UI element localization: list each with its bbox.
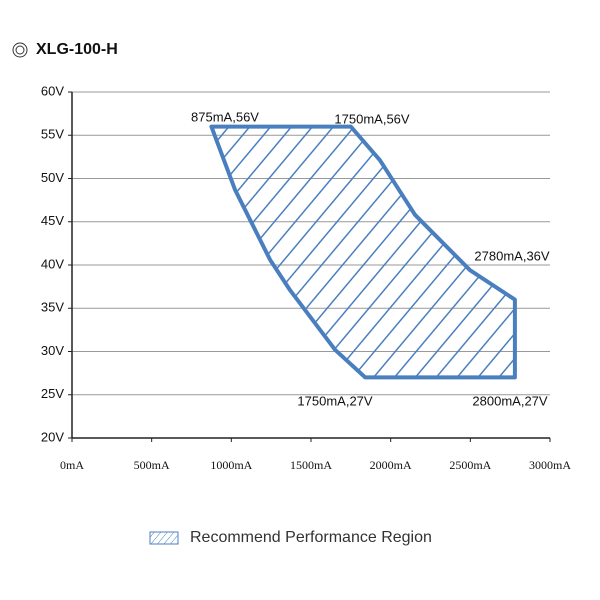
title-icon-inner: [15, 45, 25, 55]
y-tick-label: 40V: [41, 256, 64, 271]
x-tick-label: 1000mA: [210, 458, 252, 472]
x-tick-label: 0mA: [60, 458, 84, 472]
chart-title: XLG-100-H: [36, 41, 118, 58]
annotation: 1750mA,27V: [297, 393, 372, 408]
legend-swatch: [149, 531, 179, 545]
y-tick-label: 55V: [41, 127, 64, 142]
x-tick-label: 1500mA: [290, 458, 332, 472]
title-icon: [12, 42, 28, 58]
x-tick-label: 2000mA: [370, 458, 412, 472]
y-tick-label: 35V: [41, 300, 64, 315]
y-tick-label: 30V: [41, 343, 64, 358]
legend-label: Recommend Performance Region: [190, 529, 432, 546]
annotation: 1750mA,56V: [334, 111, 409, 126]
annotation: 875mA,56V: [191, 109, 259, 124]
x-tick-label: 3000mA: [529, 458, 571, 472]
y-tick-label: 25V: [41, 386, 64, 401]
y-tick-label: 50V: [41, 170, 64, 185]
y-tick-label: 45V: [41, 213, 64, 228]
y-tick-label: 20V: [41, 429, 64, 444]
x-tick-label: 500mA: [134, 458, 170, 472]
x-tick-label: 2500mA: [449, 458, 491, 472]
y-tick-label: 60V: [41, 83, 64, 98]
annotation: 2780mA,36V: [474, 248, 549, 263]
annotation: 2800mA,27V: [472, 393, 547, 408]
region: [209, 124, 517, 380]
